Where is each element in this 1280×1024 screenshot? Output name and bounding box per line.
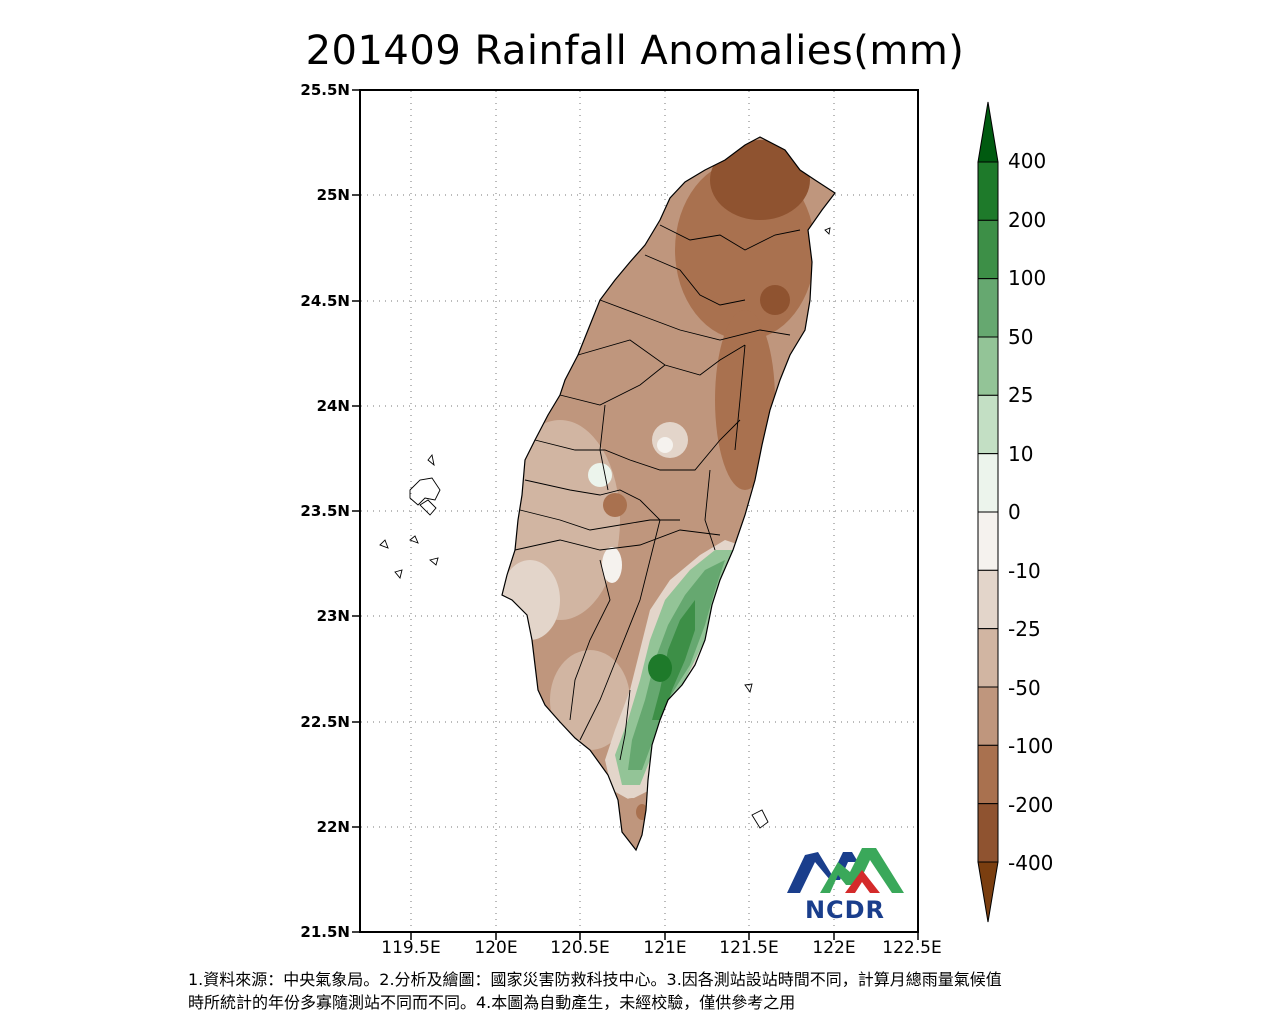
colorbar-swatch xyxy=(977,336,999,396)
lat-tick-label: 21.5N xyxy=(300,923,350,941)
colorbar-label: -10 xyxy=(1008,559,1041,583)
colorbar-label: 25 xyxy=(1008,383,1034,407)
county-boundaries xyxy=(514,224,801,761)
colorbar-label: -400 xyxy=(1008,851,1054,875)
lat-tick-label: 24N xyxy=(316,397,350,415)
colorbar-extend-top xyxy=(977,101,999,163)
colorbar-swatch xyxy=(977,161,999,221)
colorbar-swatch xyxy=(977,219,999,280)
colorbar-label: -200 xyxy=(1008,793,1054,817)
colorbar-swatch xyxy=(977,453,999,513)
colorbar-label: 200 xyxy=(1008,208,1047,232)
ncdr-logo: NCDR xyxy=(787,848,904,924)
lat-tick-label: 23.5N xyxy=(300,502,350,520)
colorbar-label: 100 xyxy=(1008,266,1047,290)
lon-tick-label: 119.5E xyxy=(381,938,441,958)
lon-tick-label: 121.5E xyxy=(719,938,779,958)
lat-tick-label: 24.5N xyxy=(300,292,350,310)
colorbar-label: -50 xyxy=(1008,676,1041,700)
lat-tick-label: 25.5N xyxy=(300,81,350,99)
lat-tick-label: 23N xyxy=(316,607,350,625)
colorbar-swatch xyxy=(977,278,999,338)
colorbar-swatch xyxy=(977,628,999,688)
lat-tick-label: 22.5N xyxy=(300,713,350,731)
lat-tick-label: 25N xyxy=(316,186,350,204)
footnote: 1.資料來源：中央氣象局。2.分析及繪圖：國家災害防救科技中心。3.因各測站設站… xyxy=(188,970,1002,1012)
lon-tick-label: 120E xyxy=(474,938,518,958)
lon-tick-label: 122.5E xyxy=(882,938,942,958)
offshore-islands xyxy=(379,227,831,829)
colorbar-label: -25 xyxy=(1008,617,1041,641)
colorbar-swatch xyxy=(977,569,999,630)
colorbar-label: 0 xyxy=(1008,500,1021,524)
colorbar-label: 400 xyxy=(1008,149,1047,173)
ncdr-logo-mark-red xyxy=(845,870,880,893)
colorbar-swatch xyxy=(977,686,999,746)
colorbar-swatch xyxy=(977,744,999,805)
colorbar-extend-bottom xyxy=(977,861,999,923)
colorbar-label: -100 xyxy=(1008,734,1054,758)
lon-tick-label: 122E xyxy=(812,938,856,958)
axis-ticks xyxy=(352,89,919,940)
colorbar-label: 50 xyxy=(1008,325,1034,349)
map-title: 201409 Rainfall Anomalies(mm) xyxy=(305,28,965,74)
lat-tick-label: 22N xyxy=(316,818,350,836)
ncdr-logo-mark-blue xyxy=(787,852,858,893)
colorbar-swatch xyxy=(977,803,999,863)
colorbar-swatch xyxy=(977,511,999,571)
lon-tick-label: 121E xyxy=(643,938,687,958)
colorbar xyxy=(977,101,999,923)
colorbar-label: 10 xyxy=(1008,442,1034,466)
lon-tick-label: 120.5E xyxy=(550,938,610,958)
ncdr-logo-text: NCDR xyxy=(805,896,885,924)
colorbar-swatch xyxy=(977,394,999,455)
